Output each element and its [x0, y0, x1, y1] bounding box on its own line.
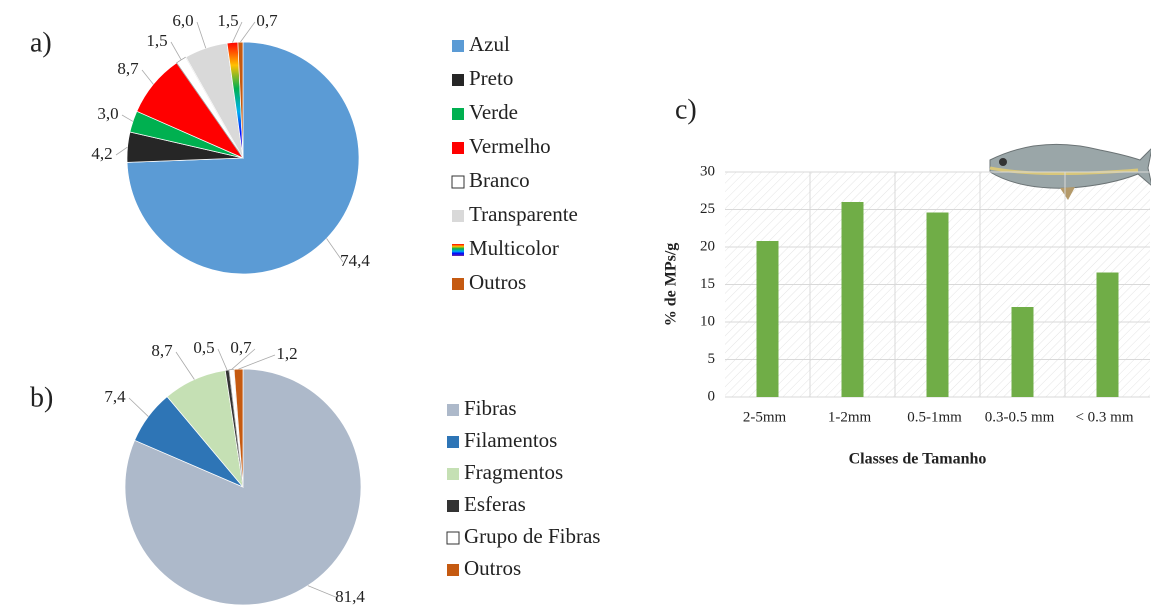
legend-label: Branco	[469, 168, 530, 192]
bar	[756, 241, 779, 397]
legend-swatch	[451, 175, 465, 189]
legend-label: Preto	[469, 66, 513, 90]
bar	[1096, 272, 1119, 397]
leader-line	[170, 41, 182, 61]
y-axis-label: % de MPs/g	[663, 243, 680, 327]
fish	[989, 143, 1151, 200]
leader-line	[196, 21, 207, 49]
data-label: 1,5	[146, 31, 167, 50]
legend-label: Fibras	[464, 396, 517, 420]
pie-slice	[126, 41, 360, 275]
legend-swatch	[452, 244, 464, 256]
data-label: 8,7	[117, 59, 139, 78]
legend-label: Multicolor	[469, 236, 559, 260]
y-tick-label: 25	[700, 201, 715, 217]
leader-line	[121, 114, 134, 122]
data-label: 74,4	[340, 251, 370, 270]
panel-label: a)	[30, 27, 52, 58]
data-label: 8,7	[151, 341, 173, 360]
leader-line	[326, 238, 344, 263]
y-tick-label: 5	[708, 351, 716, 367]
leader-line	[128, 397, 149, 417]
data-label: 81,4	[335, 587, 365, 606]
legend-label: Transparente	[469, 202, 578, 226]
data-label: 0,7	[230, 338, 252, 357]
leader-line	[238, 354, 276, 370]
bar	[841, 202, 864, 397]
legend-label: Esferas	[464, 492, 526, 516]
data-label: 1,5	[217, 11, 238, 30]
legend-label: Outros	[469, 270, 526, 294]
y-tick-label: 20	[700, 238, 715, 254]
y-tick-label: 0	[708, 388, 716, 404]
leader-line	[175, 351, 195, 380]
data-label: 1,2	[276, 344, 297, 363]
leader-line	[307, 585, 339, 599]
x-tick-label: 0.5-1mm	[907, 409, 962, 425]
y-tick-label: 10	[700, 313, 715, 329]
legend-swatch	[452, 108, 464, 120]
x-tick-label: < 0.3 mm	[1075, 409, 1133, 425]
data-label: 0,7	[256, 11, 278, 30]
legend-swatch	[447, 468, 459, 480]
leader-line	[232, 21, 243, 43]
leader-line	[240, 21, 256, 43]
legend-swatch	[447, 564, 459, 576]
legend-label: Grupo de Fibras	[464, 524, 600, 548]
legend-label: Outros	[464, 556, 521, 580]
leader-line	[115, 146, 128, 156]
legend-swatch	[452, 278, 464, 290]
data-label: 7,4	[104, 387, 126, 406]
legend-label: Verde	[469, 100, 518, 124]
panel-label: c)	[675, 94, 697, 125]
leader-line	[217, 348, 228, 371]
data-label: 0,5	[193, 338, 214, 357]
leader-line	[141, 69, 154, 85]
legend-swatch	[452, 142, 464, 154]
x-tick-label: 0.3-0.5 mm	[985, 409, 1055, 425]
data-label: 6,0	[172, 11, 193, 30]
x-tick-label: 2-5mm	[743, 409, 787, 425]
legend-swatch	[452, 210, 464, 222]
legend-label: Fragmentos	[464, 460, 563, 484]
legend-label: Azul	[469, 32, 510, 56]
bar	[1011, 307, 1034, 397]
legend-swatch	[446, 531, 460, 545]
bar	[926, 212, 949, 397]
legend-swatch	[447, 404, 459, 416]
y-tick-label: 30	[700, 163, 715, 179]
panel-label: b)	[30, 382, 53, 413]
leader-line	[231, 348, 256, 370]
legend-label: Filamentos	[464, 428, 557, 452]
legend-swatch	[447, 500, 459, 512]
legend-swatch	[447, 436, 459, 448]
data-label: 4,2	[91, 144, 112, 163]
legend-label: Vermelho	[469, 134, 551, 158]
legend-swatch	[452, 40, 464, 52]
data-label: 3,0	[97, 104, 118, 123]
legend-swatch	[452, 74, 464, 86]
x-axis-label: Classes de Tamanho	[849, 451, 987, 468]
x-tick-label: 1-2mm	[828, 409, 872, 425]
y-tick-label: 15	[700, 276, 715, 292]
